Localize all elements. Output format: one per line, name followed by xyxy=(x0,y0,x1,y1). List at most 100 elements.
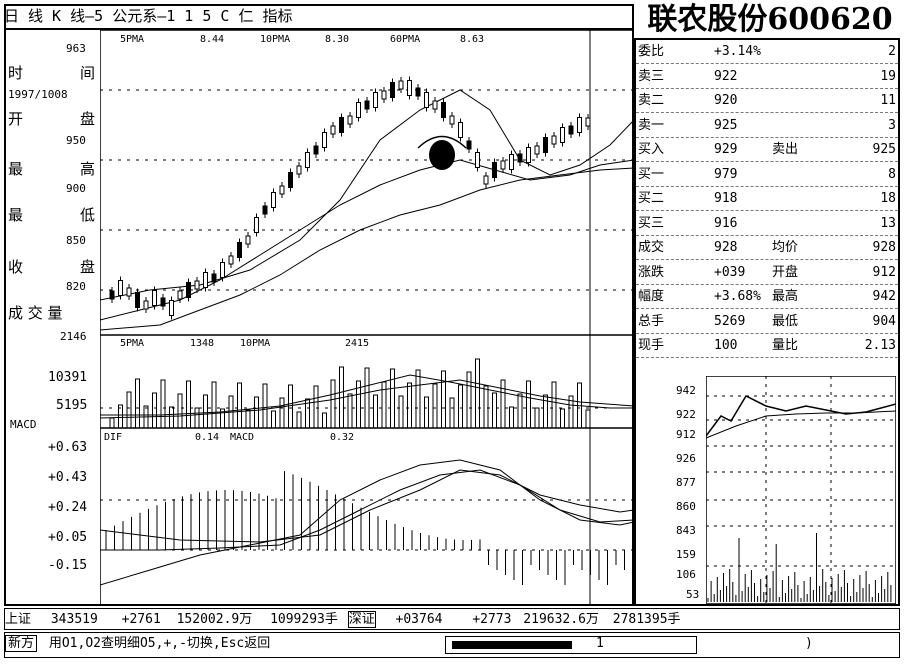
volume-bar xyxy=(458,384,463,429)
svg-text:MACD: MACD xyxy=(230,432,254,443)
ma10-header: 10PMA xyxy=(260,34,290,45)
quote-row: 买二 918 18 xyxy=(636,187,898,211)
candle-body xyxy=(509,154,514,170)
candle-body xyxy=(254,217,259,233)
volume-bar xyxy=(449,397,455,429)
volume-bar xyxy=(347,393,353,429)
macd-tick-2: +0.43 xyxy=(48,470,88,485)
label-open-1: 开 xyxy=(8,110,24,128)
quote-label: 卖二 xyxy=(638,93,665,108)
quote-row: 涨跌 +039 开盘 912 xyxy=(636,261,898,285)
candle-body xyxy=(424,92,429,108)
volume-bar xyxy=(441,370,446,429)
volume-bar xyxy=(415,369,421,429)
label-close-2: 盘 xyxy=(80,258,96,276)
quote-row: 委比 +3.14% 2 xyxy=(636,40,898,64)
quote-right-value: 18 xyxy=(880,191,896,206)
command-input[interactable]: 1 xyxy=(445,636,697,654)
candle-body xyxy=(322,132,327,148)
sh-amount: 152002.9万 xyxy=(176,612,253,627)
quote-label: 买入 xyxy=(638,142,665,157)
ma10-value: 8.30 xyxy=(325,34,349,45)
svg-text:0.14: 0.14 xyxy=(195,432,219,443)
candle-body xyxy=(271,192,276,208)
svg-text:DIF: DIF xyxy=(104,432,122,443)
candle-body xyxy=(475,152,480,168)
candle-body xyxy=(109,290,115,300)
quote-row: 买入 929 卖出 925 xyxy=(636,138,898,162)
candle-body xyxy=(186,282,191,298)
command-mode-label[interactable]: 新方 xyxy=(5,635,38,652)
sh-volume: 1099293手 xyxy=(270,612,338,627)
quote-label: 卖一 xyxy=(638,117,665,133)
index-status-bar: 上证 343519 +2761 152002.9万 1099293手 深证 +0… xyxy=(4,608,900,630)
volume-bar xyxy=(109,417,115,429)
command-input-b: ) xyxy=(805,636,813,651)
volume-bar xyxy=(296,411,302,429)
candle-body xyxy=(339,117,344,133)
command-bar: 新方 用O1,O2查明细O5,+,-切换,Esc返回 1 ) xyxy=(4,632,900,658)
volume-bar xyxy=(585,409,591,429)
label-close-1: 收 xyxy=(8,258,24,276)
volume-bar xyxy=(500,379,506,429)
label-time-1: 时 xyxy=(8,64,24,82)
label-volume: 成 交 量 xyxy=(8,304,63,322)
candle-body xyxy=(347,115,353,125)
candle-body xyxy=(220,262,225,278)
volume-bar xyxy=(271,410,276,429)
quote-right-value: 13 xyxy=(880,215,896,231)
candle-body xyxy=(288,172,293,188)
ma60-header: 60PMA xyxy=(390,34,420,45)
quote-extra-label: 均价 xyxy=(772,240,799,255)
quote-value: 925 xyxy=(714,117,738,133)
macd-tick-4: +0.05 xyxy=(48,530,88,545)
quote-label: 委比 xyxy=(638,44,665,59)
volume-bar xyxy=(424,396,429,429)
candle-body xyxy=(398,80,404,90)
quote-value: 928 xyxy=(714,240,738,255)
price-tick-900: 900 xyxy=(66,182,86,195)
quote-row: 成交 928 均价 928 xyxy=(636,236,898,260)
volume-bar xyxy=(398,395,404,429)
volume-bar xyxy=(492,392,497,429)
quote-row: 幅度 +3.68% 最高 942 xyxy=(636,285,898,309)
candle-body xyxy=(390,82,395,98)
volume-bar xyxy=(254,396,259,429)
quote-value: 5269 xyxy=(714,313,746,329)
label-high-1: 最 xyxy=(8,160,24,178)
quote-right-value: 928 xyxy=(872,240,896,255)
quote-value: 100 xyxy=(714,338,738,353)
sz-amount: 219632.6万 xyxy=(523,612,599,627)
candle-body xyxy=(262,205,268,215)
volume-bar xyxy=(313,385,319,429)
quote-extra-label: 开盘 xyxy=(772,264,799,280)
quote-label: 买三 xyxy=(638,215,665,231)
volume-bar xyxy=(220,408,225,429)
kline-chart: 5PMA 8.44 10PMA 8.30 60PMA 8.63 5PMA 134… xyxy=(100,30,634,606)
quote-label: 现手 xyxy=(638,338,665,353)
candle-body xyxy=(500,160,506,170)
quote-row: 买一 979 8 xyxy=(636,163,898,187)
candle-body xyxy=(534,145,540,155)
quote-extra-label: 最低 xyxy=(772,313,799,329)
volume-bar xyxy=(118,404,123,429)
mini-vol-tick-2: 106 xyxy=(676,568,696,581)
candle-body xyxy=(551,135,557,145)
volume-bar xyxy=(135,378,140,429)
volume-bar xyxy=(568,395,574,429)
quote-value: 916 xyxy=(714,215,738,231)
volume-bar xyxy=(466,371,472,429)
candle-body xyxy=(169,300,174,316)
macd-tick-1: +0.63 xyxy=(48,440,88,455)
intraday-mini-chart xyxy=(706,376,896,604)
candle-body xyxy=(449,115,455,125)
volume-bar xyxy=(177,393,183,429)
sz-label: 深证 xyxy=(347,611,376,628)
volume-bar xyxy=(526,380,531,429)
volume-bar xyxy=(373,394,378,429)
label-high-2: 高 xyxy=(80,160,96,178)
stock-name-code: 联农股份600620 xyxy=(647,2,893,37)
mini-tick-5: 877 xyxy=(676,476,696,489)
quote-value: 922 xyxy=(714,68,738,84)
sh-label: 上证 xyxy=(5,612,32,627)
